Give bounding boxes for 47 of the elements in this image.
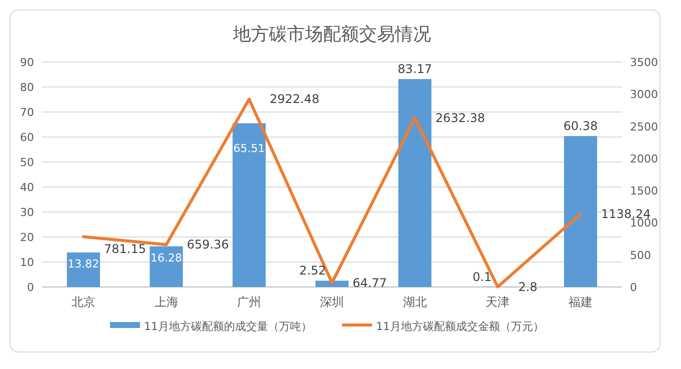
data-label: 60.38 [563, 119, 598, 134]
y-tick-label: 20 [20, 231, 34, 244]
y2-tick-label: 2000 [630, 152, 658, 166]
data-label: 65.51 [233, 142, 265, 155]
data-label: 2.52 [299, 264, 326, 278]
data-label: 16.28 [150, 251, 182, 264]
y-tick-label: 30 [20, 206, 34, 219]
y2-tick-label: 0 [630, 281, 637, 294]
data-label: 659.36 [186, 238, 229, 252]
x-tick-label: 上海 [154, 295, 178, 309]
y-tick-label: 10 [20, 256, 34, 269]
y2-tick-label: 1000 [630, 216, 658, 230]
y-tick-label: 40 [20, 181, 34, 194]
data-label: 781.15 [104, 242, 146, 256]
y-tick-label: 50 [20, 156, 34, 169]
bar [232, 123, 266, 287]
x-tick-label: 福建 [568, 295, 593, 309]
bar [564, 136, 598, 287]
y-tick-label: 80 [20, 81, 34, 94]
y-tick-label: 60 [20, 131, 34, 144]
y2-tick-label: 3000 [630, 88, 658, 102]
y2-tick-label: 3500 [630, 56, 658, 69]
legend-label: 11月地方碳配额成交金额（万元） [376, 320, 544, 333]
bar [315, 280, 349, 287]
x-tick-label: 广州 [237, 295, 262, 309]
bar [398, 79, 432, 287]
y-tick-label: 90 [20, 56, 34, 69]
x-tick-label: 天津 [486, 295, 510, 309]
chart-title: 地方碳市场配额交易情况 [232, 24, 431, 45]
y-tick-label: 70 [20, 106, 34, 119]
data-label: 64.77 [352, 276, 387, 290]
y2-tick-label: 2500 [630, 120, 658, 134]
x-tick-label: 深圳 [320, 295, 344, 309]
data-label: 2632.38 [435, 110, 486, 125]
data-label: 2.8 [518, 280, 538, 294]
data-label: 83.17 [398, 62, 432, 76]
y-tick-label: 0 [27, 281, 34, 294]
y2-tick-label: 500 [630, 248, 651, 262]
legend-label: 11月地方碳配额的成交量（万吨） [144, 320, 312, 333]
bar [66, 252, 100, 287]
y2-tick-label: 1500 [630, 184, 658, 198]
data-label: 2922.48 [270, 92, 320, 106]
x-tick-label: 北京 [71, 295, 96, 309]
bar [150, 246, 183, 287]
data-label: 13.82 [68, 257, 100, 270]
x-tick-label: 湖北 [402, 295, 427, 309]
data-label: 0.1 [472, 270, 492, 284]
